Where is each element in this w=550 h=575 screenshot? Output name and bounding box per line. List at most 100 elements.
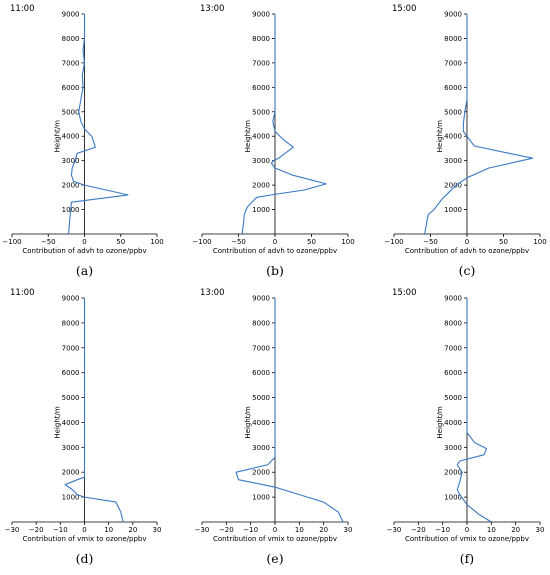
y-tick-label: 3000: [62, 157, 80, 165]
x-axis-label: Contribution of advh to ozone/ppbv: [405, 247, 529, 255]
x-tick-label: 0: [273, 238, 277, 246]
y-tick-label: 8000: [444, 319, 462, 327]
x-tick-label: 50: [116, 238, 125, 246]
y-tick-label: 2000: [252, 469, 270, 477]
panel-caption: (e): [266, 551, 283, 566]
y-tick-label: 9000: [62, 11, 80, 19]
x-tick-label: −20: [219, 526, 234, 534]
y-tick-label: 6000: [62, 84, 80, 92]
y-tick-label: 8000: [62, 319, 80, 327]
x-axis-label: Contribution of vmix to ozone/ppbv: [405, 535, 529, 543]
series-line: [456, 298, 492, 523]
y-tick-label: 4000: [444, 419, 462, 427]
y-tick-label: 5000: [252, 394, 270, 402]
y-tick-label: 7000: [62, 59, 80, 67]
chart-panel-3: −100 −50 0 50 100 1000 2000 3000 4000 5000 6000 700…: [384, 4, 546, 278]
x-tick-label: −100: [192, 238, 211, 246]
x-tick-label: 0: [465, 238, 469, 246]
y-tick-label: 5000: [62, 394, 80, 402]
y-axis-label: Height/m: [54, 120, 62, 152]
x-tick-label: −20: [411, 526, 426, 534]
y-tick-label: 1000: [252, 494, 270, 502]
x-tick-label: 0: [273, 526, 277, 534]
chart-title: 15:00: [392, 4, 417, 14]
chart-panel-5: −30 −20 −10 0 10 20 30 1000 2000 3000 4000 5000 6000…: [195, 288, 353, 566]
y-tick-label: 2000: [252, 182, 270, 190]
x-tick-label: 20: [128, 526, 137, 534]
y-tick-label: 1000: [444, 206, 462, 214]
y-tick-label: 6000: [252, 369, 270, 377]
y-tick-label: 1000: [444, 494, 462, 502]
series-line: [241, 14, 327, 235]
y-tick-label: 7000: [62, 344, 80, 352]
y-tick-label: 6000: [252, 84, 270, 92]
y-tick-label: 6000: [444, 369, 462, 377]
chart-title: 13:00: [200, 288, 225, 298]
panel-caption: (c): [459, 263, 476, 278]
x-tick-label: 100: [533, 238, 546, 246]
x-tick-label: 100: [150, 238, 163, 246]
y-tick-label: 8000: [62, 35, 80, 43]
y-tick-label: 5000: [252, 108, 270, 116]
chart-title: 15:00: [392, 288, 417, 298]
chart-panel-6: −30 −20 −10 0 10 20 30 1000 2000 3000 4000 5000 6000…: [387, 288, 545, 566]
x-tick-label: 100: [341, 238, 354, 246]
panel-caption: (a): [76, 263, 93, 278]
series-line: [68, 14, 129, 235]
y-tick-label: 6000: [444, 84, 462, 92]
y-tick-label: 5000: [444, 394, 462, 402]
y-tick-label: 8000: [252, 35, 270, 43]
x-tick-label: −10: [243, 526, 258, 534]
y-tick-label: 7000: [252, 59, 270, 67]
x-tick-label: 0: [465, 526, 469, 534]
y-tick-label: 4000: [252, 133, 270, 141]
y-tick-label: 9000: [62, 295, 80, 303]
y-tick-label: 8000: [252, 319, 270, 327]
y-axis-label: Height/m: [436, 120, 444, 152]
x-tick-label: 20: [319, 526, 328, 534]
y-tick-label: 5000: [444, 108, 462, 116]
y-axis-label: Height/m: [436, 406, 444, 438]
y-tick-label: 1000: [252, 206, 270, 214]
y-tick-label: 4000: [62, 419, 80, 427]
y-tick-label: 7000: [444, 344, 462, 352]
y-tick-label: 7000: [252, 344, 270, 352]
y-tick-label: 1000: [62, 494, 80, 502]
x-tick-label: 30: [344, 526, 353, 534]
y-axis-label: Height/m: [54, 406, 62, 438]
x-tick-label: −30: [5, 526, 20, 534]
chart-panel-1: −100 −50 0 50 100100020003000400050006000700…: [2, 4, 163, 278]
y-tick-label: 3000: [444, 444, 462, 452]
y-tick-label: 4000: [62, 133, 80, 141]
x-tick-label: −50: [41, 238, 56, 246]
series-line: [235, 298, 344, 523]
y-axis-label: Height/m: [244, 406, 252, 438]
x-axis-label: Contribution of vmix to ozone/ppbv: [22, 535, 146, 543]
y-tick-label: 5000: [62, 108, 80, 116]
y-tick-label: 2000: [444, 469, 462, 477]
x-tick-label: 50: [499, 238, 508, 246]
x-tick-label: 20: [511, 526, 520, 534]
y-tick-label: 8000: [444, 35, 462, 43]
chart-title: 11:00: [10, 4, 35, 14]
y-tick-label: 3000: [252, 444, 270, 452]
x-tick-label: −50: [231, 238, 246, 246]
panel-caption: (b): [266, 263, 284, 278]
series-line: [64, 298, 124, 523]
y-tick-label: 7000: [444, 59, 462, 67]
y-tick-label: 3000: [444, 157, 462, 165]
x-tick-label: −30: [387, 526, 402, 534]
x-tick-label: 10: [104, 526, 113, 534]
y-tick-label: 3000: [62, 444, 80, 452]
x-tick-label: 10: [487, 526, 496, 534]
x-tick-label: −10: [53, 526, 68, 534]
x-tick-label: −100: [384, 238, 403, 246]
x-tick-label: 10: [295, 526, 304, 534]
y-tick-label: 3000: [252, 157, 270, 165]
y-tick-label: 9000: [252, 295, 270, 303]
chart-panel-2: −100 −50 0 50 100 1000 2000 3000 4000 5000 6000 700…: [192, 4, 354, 278]
x-tick-label: 30: [153, 526, 162, 534]
y-tick-label: 2000: [62, 182, 80, 190]
x-axis-label: Contribution of advh to ozone/ppbv: [213, 247, 337, 255]
